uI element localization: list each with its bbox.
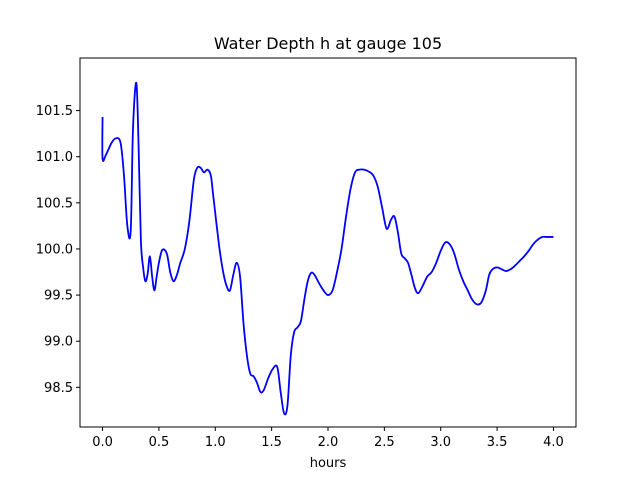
- x-tick-label: 1.5: [261, 435, 282, 450]
- y-tick-label: 98.5: [44, 381, 73, 396]
- y-tick-label: 100.5: [36, 196, 73, 211]
- y-axis: 98.5 99.0 99.5 100.0 100.5 101.0 101.5: [36, 104, 80, 396]
- x-tick-label: 0.5: [149, 435, 170, 450]
- x-axis-label: hours: [310, 456, 347, 471]
- x-tick-label: 3.5: [487, 435, 508, 450]
- x-tick-label: 4.0: [543, 435, 564, 450]
- x-tick-label: 2.0: [318, 435, 339, 450]
- chart-title: Water Depth h at gauge 105: [214, 34, 442, 53]
- x-tick-label: 2.5: [374, 435, 395, 450]
- y-tick-label: 101.5: [36, 104, 73, 119]
- x-tick-label: 0.0: [92, 435, 113, 450]
- plot-area: [79, 57, 577, 428]
- series-line: [101, 82, 554, 416]
- x-axis: 0.0 0.5 1.0 1.5 2.0 2.5 3.0 3.5 4.0: [92, 427, 564, 450]
- y-tick-label: 99.5: [44, 289, 73, 304]
- x-tick-label: 1.0: [205, 435, 226, 450]
- y-tick-label: 99.0: [44, 335, 73, 350]
- x-tick-label: 3.0: [430, 435, 451, 450]
- y-tick-label: 100.0: [36, 242, 73, 257]
- y-tick-label: 101.0: [36, 150, 73, 165]
